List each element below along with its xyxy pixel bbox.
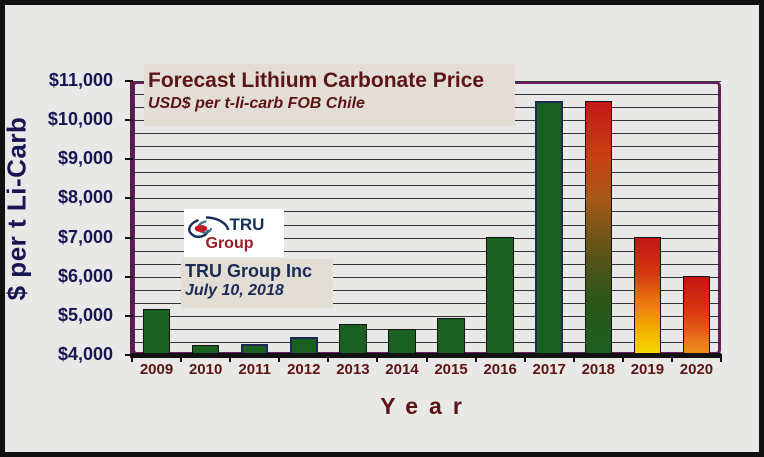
svg-text:Group: Group: [206, 235, 254, 252]
svg-text:TRU: TRU: [230, 215, 265, 234]
